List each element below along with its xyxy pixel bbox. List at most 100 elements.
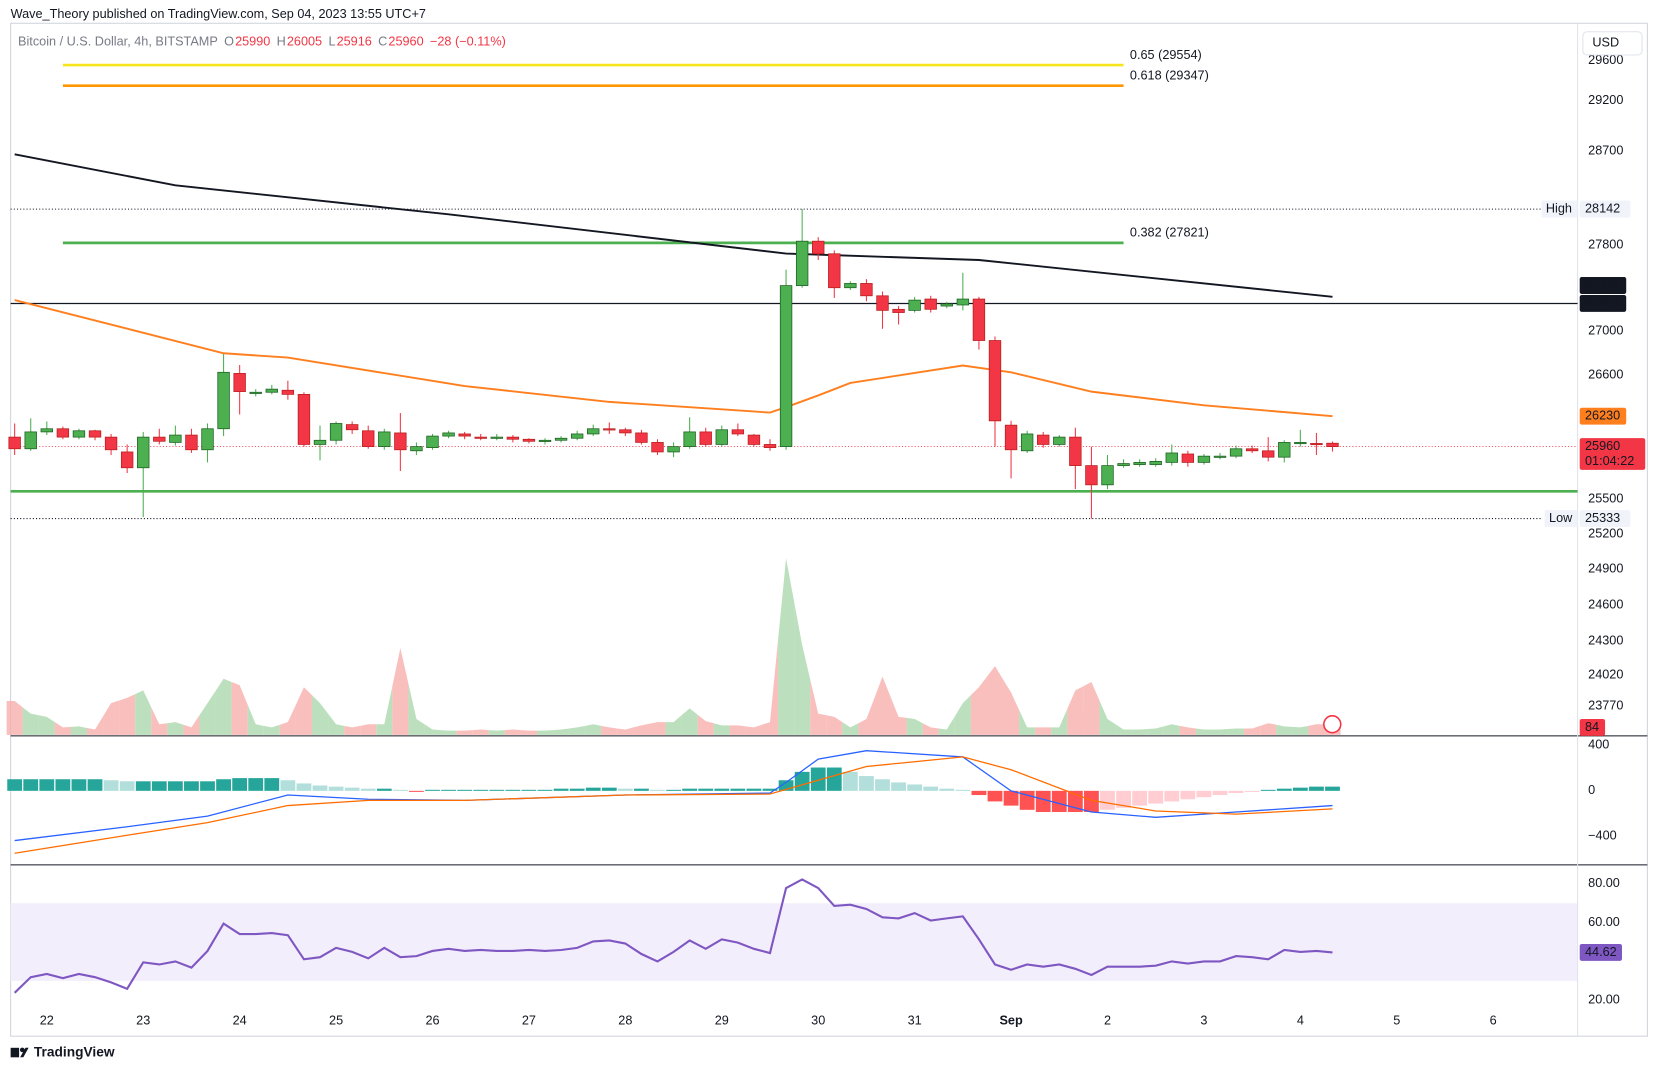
- macd-bar: [1003, 790, 1019, 806]
- rsi-band: [10, 903, 1578, 981]
- macd-bar: [939, 788, 955, 791]
- fib-label: 0.382 (27821): [1130, 226, 1209, 240]
- footer-brand: TradingView: [34, 1045, 115, 1060]
- x-tick-label: 29: [715, 1014, 729, 1028]
- volume-area: [922, 723, 939, 735]
- volume-area: [167, 722, 184, 735]
- candle-body: [8, 436, 21, 450]
- macd-bar: [23, 779, 39, 791]
- volume-area: [360, 724, 377, 735]
- fib-label: 0.618 (29347): [1130, 69, 1209, 83]
- candle-body: [908, 299, 921, 311]
- x-tick-label: 25: [329, 1014, 343, 1028]
- candle-body: [1085, 465, 1098, 486]
- candle-body: [1278, 442, 1291, 458]
- volume-area: [1211, 729, 1229, 735]
- candle-body: [587, 428, 600, 435]
- macd-bar: [1051, 790, 1067, 812]
- candle-body: [1294, 442, 1307, 445]
- volume-area: [86, 716, 104, 735]
- macd-bar: [55, 779, 71, 791]
- macd-bar: [135, 781, 151, 791]
- macd-bar: [344, 787, 360, 791]
- volume-area: [1244, 725, 1261, 735]
- candle-body: [1004, 424, 1018, 451]
- macd-bar: [891, 782, 906, 791]
- volume-area: [938, 716, 955, 735]
- volume-area: [1131, 729, 1148, 735]
- candle-body: [1181, 453, 1195, 463]
- volume-area: [520, 730, 537, 735]
- price-badge-box: [1579, 438, 1646, 470]
- signal-line: [14, 756, 1333, 854]
- macd-bar: [1212, 790, 1228, 796]
- macd-bar: [971, 790, 987, 796]
- volume-area: [472, 729, 489, 735]
- candle-body: [844, 283, 857, 289]
- volume-area: [681, 708, 698, 735]
- volume-area: [697, 714, 714, 735]
- macd-tick-label: 400: [1588, 738, 1609, 752]
- candle-body: [458, 433, 471, 437]
- ma-badge: 26230: [1585, 409, 1620, 423]
- x-tick-label: 23: [136, 1014, 150, 1028]
- x-tick-label: 4: [1297, 1014, 1304, 1028]
- candle-body: [699, 431, 712, 445]
- macd-bar: [457, 789, 473, 791]
- candle-body: [474, 436, 487, 439]
- candle-body: [1069, 436, 1082, 466]
- x-tick-label: 22: [40, 1014, 54, 1028]
- x-tick-label: 30: [811, 1014, 825, 1028]
- volume-area: [54, 722, 71, 735]
- candle-body: [1117, 463, 1130, 466]
- volume-area: [569, 725, 586, 735]
- volume-area: [424, 724, 441, 735]
- line-price-badge: 27254: [1585, 296, 1620, 310]
- candle-body: [426, 435, 439, 449]
- candle-body: [667, 446, 680, 453]
- macd-bar: [505, 789, 521, 791]
- x-tick-label: 5: [1393, 1014, 1400, 1028]
- legend-key: L: [328, 35, 335, 49]
- macd-bar: [1035, 790, 1051, 812]
- moving-average: [14, 153, 1333, 298]
- volume-area: [392, 648, 409, 735]
- volume-area: [70, 726, 87, 735]
- candle-body: [297, 393, 311, 445]
- volume-area: [344, 725, 361, 735]
- volume-area: [729, 725, 746, 735]
- volume-area: [38, 715, 55, 735]
- macd-bar: [955, 789, 971, 791]
- volume-area: [633, 723, 650, 735]
- candle-body: [1133, 462, 1146, 465]
- x-tick-label: 26: [425, 1014, 439, 1028]
- candle-body: [956, 298, 970, 306]
- y-tick-label: 23770: [1588, 698, 1623, 712]
- volume-area: [1019, 709, 1036, 735]
- volume-area: [1179, 725, 1196, 735]
- candle-body: [394, 432, 407, 451]
- macd-bar: [409, 790, 424, 792]
- macd-bar: [1309, 786, 1324, 791]
- volume-area: [247, 704, 264, 735]
- candle-body: [1213, 455, 1227, 458]
- macd-bar: [248, 778, 264, 791]
- macd-bar: [987, 790, 1003, 802]
- legend-key: H: [277, 35, 286, 49]
- volume-area: [745, 724, 762, 735]
- candle-body: [249, 391, 262, 394]
- y-tick-label: 24020: [1588, 668, 1623, 682]
- alert-icon: [1323, 715, 1342, 734]
- volume-badge-box: [1579, 718, 1606, 736]
- volume-area: [1195, 728, 1212, 735]
- volume-area: [649, 722, 666, 735]
- volume-area: [199, 690, 216, 735]
- low-tag: Low: [1549, 511, 1573, 525]
- macd-line: [14, 750, 1333, 842]
- macd-bar: [328, 786, 344, 791]
- candle-body: [120, 451, 134, 469]
- candle-body: [410, 446, 423, 452]
- volume-area: [1083, 681, 1100, 735]
